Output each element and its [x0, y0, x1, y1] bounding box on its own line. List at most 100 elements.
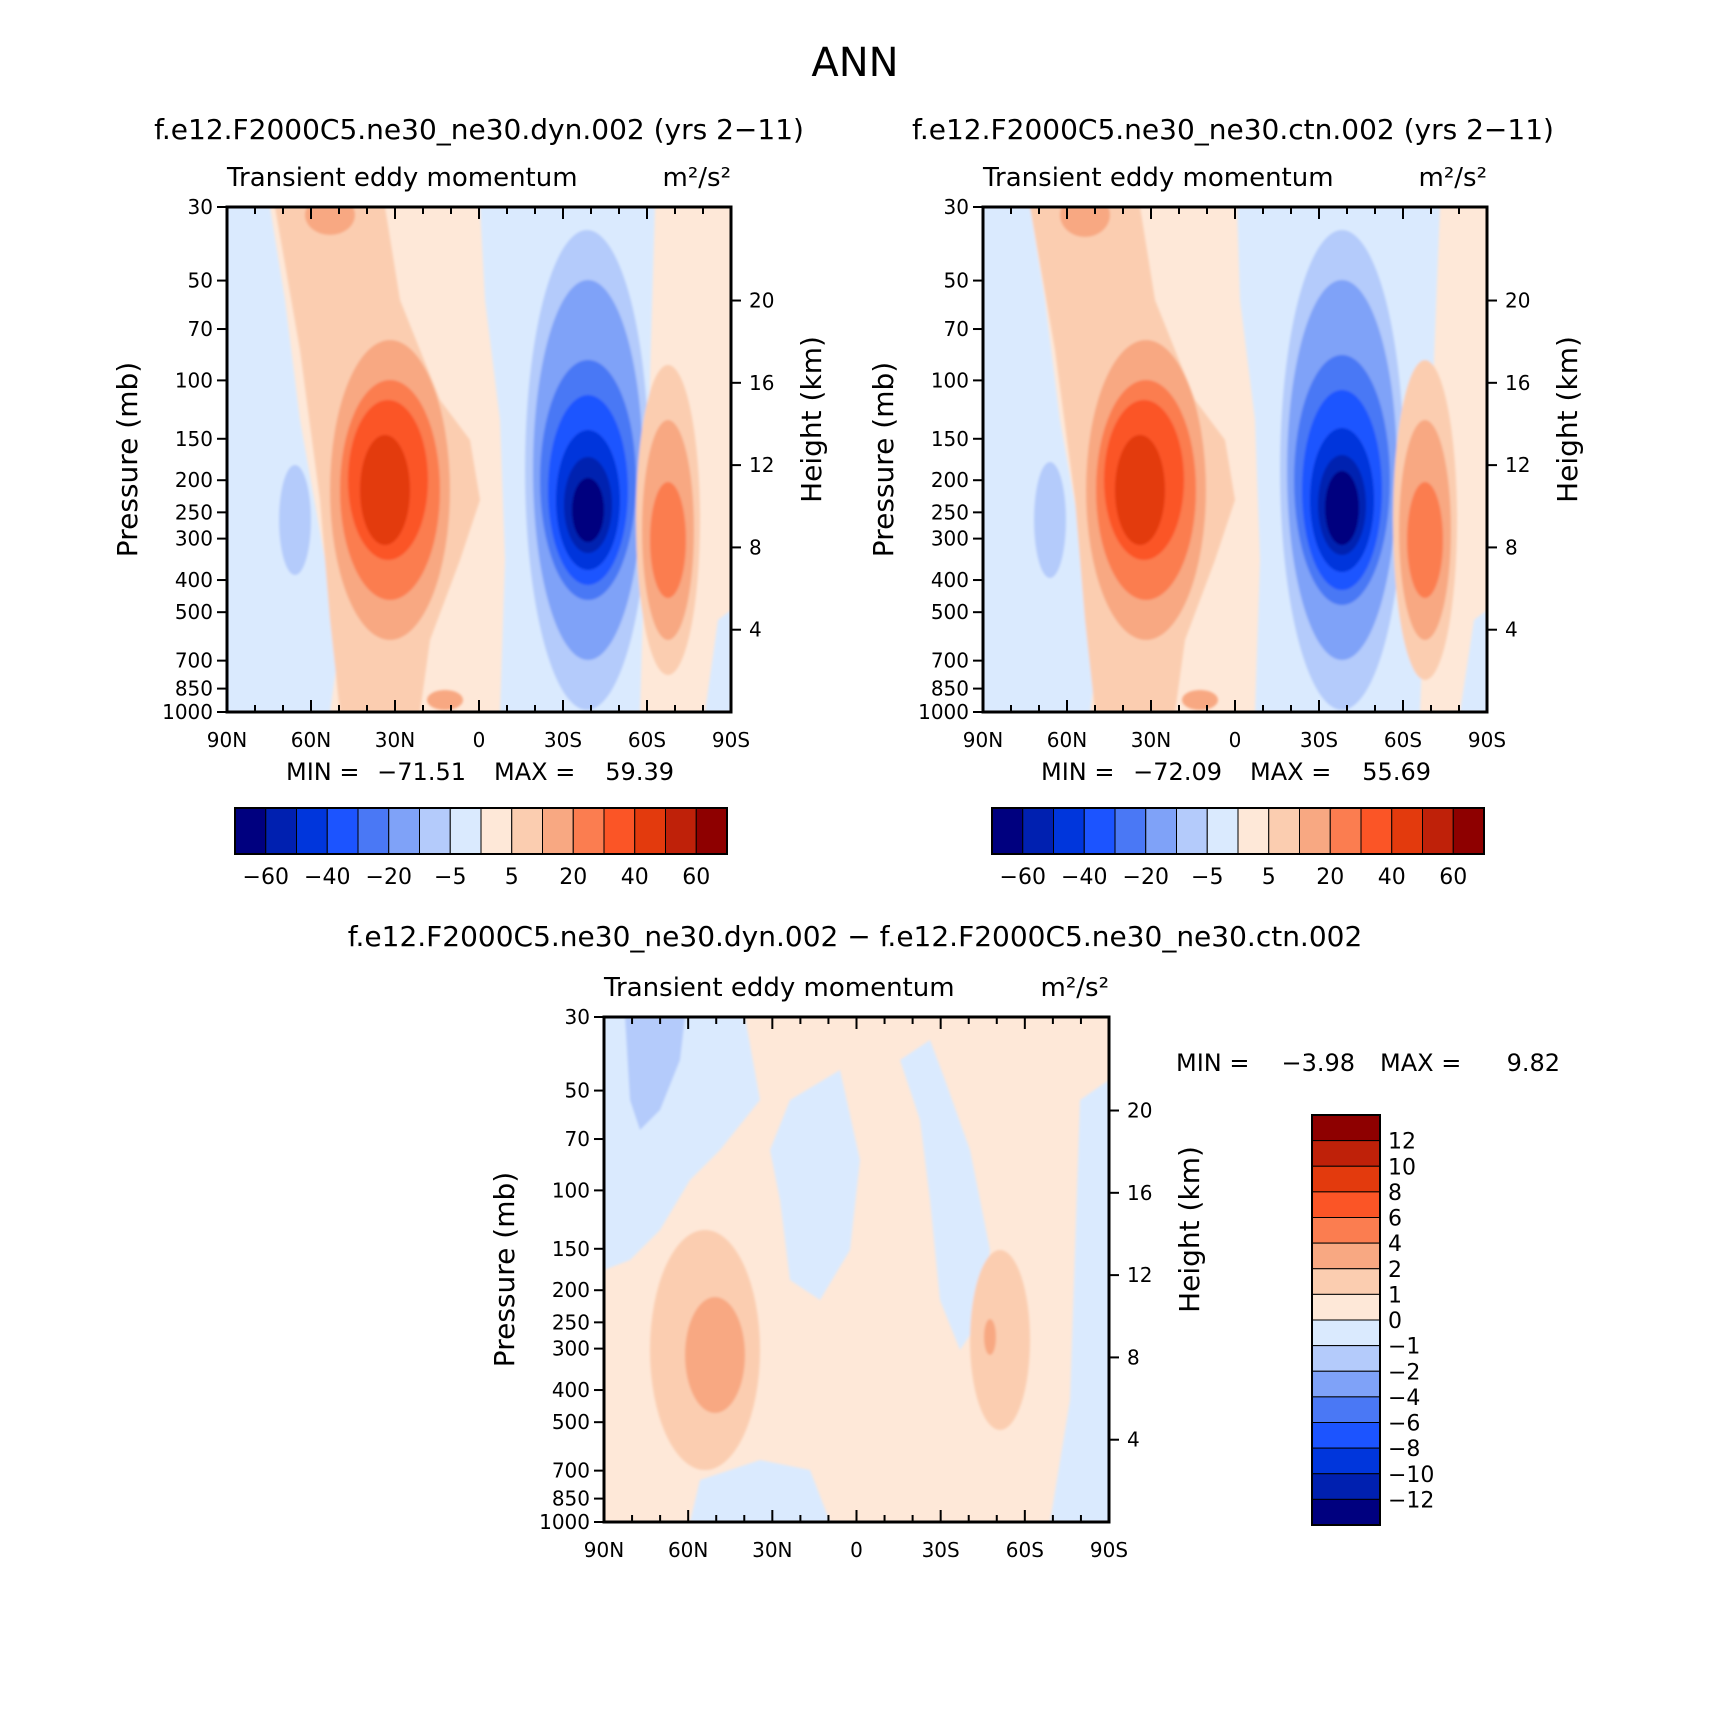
panel-1-stats: MIN = −71.51 MAX = 59.39 [286, 758, 674, 786]
colorbar-swatch [1311, 1114, 1381, 1142]
y-tick-label: 70 [188, 317, 213, 341]
x-tick-label: 60N [291, 728, 331, 752]
y-tick-label: 500 [931, 600, 969, 624]
panel-3: f.e12.F2000C5.ne30_ne30.dyn.002 − f.e12.… [348, 920, 1560, 1562]
x-tick-label: 30N [752, 1538, 792, 1562]
y-axis-label: Pressure (mb) [488, 1172, 521, 1367]
colorbar-swatch [296, 807, 328, 855]
panel-1-subtitle: Transient eddy momentum [226, 163, 578, 193]
y-tick-label: 300 [552, 1337, 590, 1361]
colorbar-frame [234, 807, 728, 855]
panel-2-polar-negative [1460, 610, 1487, 712]
y-tick-label: 100 [931, 368, 969, 392]
panel-3-surface-negative [690, 1460, 830, 1522]
y-tick-label: 500 [552, 1410, 590, 1434]
y-tick-label: 100 [552, 1178, 590, 1202]
colorbar-swatch [603, 807, 636, 855]
y-tick-label: 30 [565, 1005, 590, 1029]
colorbar-swatch [1360, 807, 1393, 855]
colorbar-swatch [1311, 1242, 1381, 1270]
y-tick-label: 300 [931, 527, 969, 551]
colorbar-swatch [1311, 1447, 1381, 1475]
y-tick-label: 1000 [918, 700, 969, 724]
colorbar-swatch [1452, 807, 1485, 855]
colorbar-swatch [1083, 807, 1116, 855]
x-tick-label: 0 [473, 728, 486, 752]
colorbar-label: −10 [1388, 1463, 1434, 1488]
y-tick-label: 30 [188, 195, 213, 219]
colorbar-frame [1311, 1114, 1381, 1526]
panel-2-frame [981, 205, 1489, 714]
panel-1-min-value: −71.51 [377, 758, 466, 786]
height-tick-label: 4 [1127, 1428, 1140, 1452]
panel-3-sh-positive-outer [970, 1250, 1030, 1430]
colorbar-swatch [1311, 1217, 1381, 1244]
panel-3-run-title: f.e12.F2000C5.ne30_ne30.dyn.002 − f.e12.… [348, 920, 1363, 953]
colorbar-label: 40 [1378, 865, 1406, 890]
panel-2-run-title: f.e12.F2000C5.ne30_ne30.ctn.002 (yrs 2−1… [912, 113, 1554, 146]
panel-2-max-value: 55.69 [1362, 758, 1431, 786]
height-tick-label: 12 [1127, 1263, 1152, 1287]
colorbar-label: 8 [1388, 1181, 1402, 1206]
colorbar-swatch [234, 807, 267, 855]
colorbar-label: 4 [1388, 1232, 1402, 1257]
colorbar-swatch [1022, 807, 1054, 855]
x-tick-label: 60S [628, 728, 666, 752]
colorbar-swatch [480, 807, 513, 855]
panel-2-nh-weak-negative [1034, 462, 1066, 578]
panel-2-subtitle: Transient eddy momentum [982, 163, 1334, 193]
colorbar-swatch [665, 807, 697, 855]
panel-2-surface-lobe [1182, 690, 1218, 710]
panel-3-units: m²/s² [1041, 973, 1109, 1003]
colorbar-label: −2 [1388, 1360, 1420, 1385]
colorbar-swatch [634, 807, 666, 855]
panel-2-contours [983, 207, 1487, 712]
panel-1-contour-field [227, 207, 731, 712]
x-tick-label: 90N [584, 1538, 624, 1562]
panel-3-max-label: MAX = [1380, 1049, 1461, 1077]
panel-1-frame [225, 205, 733, 714]
height-tick-label: 16 [1127, 1181, 1152, 1205]
colorbar-swatch [1329, 807, 1362, 855]
panel-2-contour-field [983, 207, 1487, 712]
panel-1-min-label: MIN = [286, 758, 359, 786]
panel-1-sh-high-core [650, 482, 686, 598]
panel-1-max-label: MAX = [494, 758, 575, 786]
height-tick-label: 16 [749, 371, 774, 395]
y-tick-label: 400 [552, 1378, 590, 1402]
panel-3-contours [604, 1017, 1109, 1522]
colorbar-swatch [1311, 1165, 1381, 1193]
x-tick-label: 90S [1090, 1538, 1128, 1562]
colorbar-swatch [388, 807, 420, 855]
y-tick-label: 70 [944, 317, 969, 341]
panel-1-nh-upper-lobe [305, 207, 355, 235]
panel-1-sh-core [572, 478, 604, 542]
y-tick-label: 150 [175, 427, 213, 451]
colorbar-label: −20 [1123, 865, 1169, 890]
y-tick-label: 850 [931, 677, 969, 701]
y-axis-label: Pressure (mb) [111, 362, 144, 557]
x-tick-label: 60S [1384, 728, 1422, 752]
height-tick-label: 12 [1505, 453, 1530, 477]
colorbar-label: 5 [505, 865, 519, 890]
colorbar-label: −40 [304, 865, 350, 890]
x-tick-label: 90N [963, 728, 1003, 752]
colorbar-label: −1 [1388, 1335, 1420, 1360]
colorbar-swatch [1299, 807, 1331, 855]
panel-1: f.e12.F2000C5.ne30_ne30.dyn.002 (yrs 2−1… [111, 113, 828, 890]
panel-1-nh-negative-band [227, 207, 340, 712]
y-tick-label: 700 [931, 649, 969, 673]
colorbar-swatch [991, 807, 1024, 855]
height-tick-label: 8 [749, 535, 762, 559]
colorbar-swatch [449, 807, 482, 855]
panel-3-sh-negative [900, 1040, 990, 1350]
colorbar-label: 20 [559, 865, 587, 890]
y-tick-label: 70 [565, 1127, 590, 1151]
y-tick-label: 50 [565, 1079, 590, 1103]
height-tick-label: 4 [749, 618, 762, 642]
x-tick-label: 30S [544, 728, 582, 752]
x-tick-label: 0 [1229, 728, 1242, 752]
colorbar-swatch [1311, 1345, 1381, 1372]
colorbar-swatch [1176, 807, 1208, 855]
colorbar-label: −60 [243, 865, 289, 890]
